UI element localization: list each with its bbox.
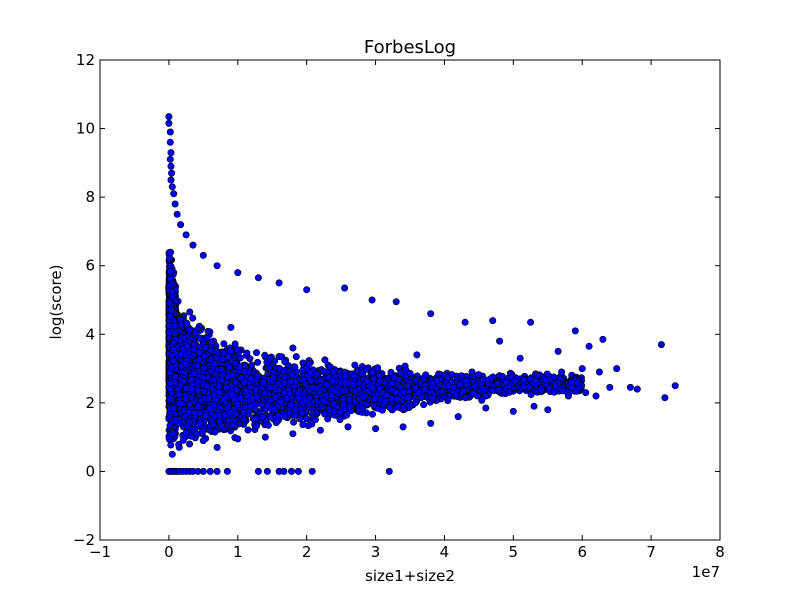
background-point (527, 390, 535, 398)
background-point (167, 248, 175, 256)
background-point (336, 416, 344, 424)
background-point (220, 340, 228, 348)
background-point (443, 374, 451, 382)
background-point (343, 411, 351, 419)
background-point (261, 351, 269, 359)
background-point (478, 396, 486, 404)
background-point (304, 422, 312, 430)
background-point (186, 308, 194, 316)
background-point (302, 415, 310, 423)
background-point (254, 358, 262, 366)
background-point (305, 360, 313, 368)
background-point (292, 353, 300, 361)
background-point (244, 426, 252, 434)
points-layer (165, 113, 679, 475)
background-point (368, 410, 376, 418)
background-point (321, 356, 329, 364)
background-point (291, 363, 299, 371)
background-point (290, 418, 298, 426)
background-point (185, 326, 193, 334)
chart-title: ForbesLog (364, 37, 456, 58)
background-point (420, 401, 428, 409)
